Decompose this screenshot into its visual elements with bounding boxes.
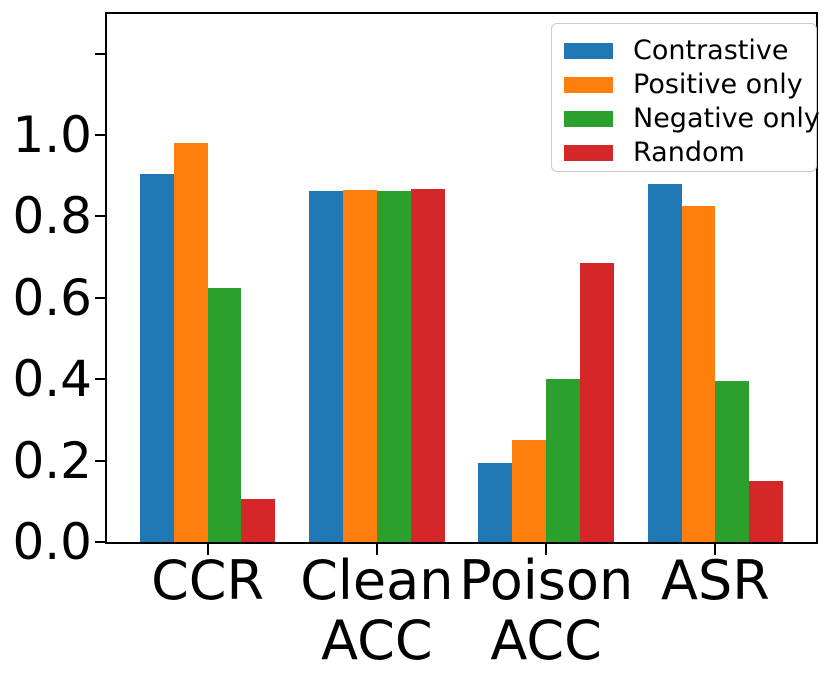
x-tick-label: CCR bbox=[151, 549, 265, 612]
bar-random bbox=[580, 263, 614, 542]
y-tick-label: 0.6 bbox=[12, 268, 92, 327]
bar-contrastive bbox=[647, 183, 682, 542]
legend-label: Negative only bbox=[633, 103, 820, 134]
y-tick-mark bbox=[95, 541, 105, 543]
bar-contrastive bbox=[478, 462, 513, 542]
y-tick-label: 0.2 bbox=[12, 431, 92, 490]
legend-label: Random bbox=[633, 137, 745, 168]
x-tick-label: ASR bbox=[661, 549, 770, 612]
legend-swatch-contrastive bbox=[564, 42, 613, 59]
x-tick-label: Clean ACC bbox=[300, 549, 454, 672]
bar-random bbox=[241, 499, 276, 542]
legend-swatch-negative-only bbox=[564, 110, 613, 127]
legend-row: Negative only bbox=[564, 103, 820, 134]
legend-row: Random bbox=[564, 137, 804, 168]
bar-positive-only bbox=[681, 206, 716, 542]
bar-random bbox=[749, 480, 784, 542]
legend: Contrastive Positive only Negative only Ran… bbox=[551, 23, 820, 172]
legend-swatch-random bbox=[564, 144, 613, 161]
x-tick-label: Poison ACC bbox=[459, 549, 634, 672]
y-tick-label: 1.0 bbox=[12, 106, 92, 165]
y-tick-label: 0.8 bbox=[12, 187, 92, 246]
x-tick-mark bbox=[206, 544, 209, 555]
bar-contrastive bbox=[139, 173, 174, 542]
x-tick-mark bbox=[545, 544, 548, 555]
y-tick-label: 0.4 bbox=[12, 350, 92, 409]
bar-random bbox=[410, 188, 445, 542]
legend-swatch-positive-only bbox=[564, 76, 613, 93]
legend-row: Contrastive bbox=[564, 35, 804, 66]
bar-negative-only bbox=[376, 191, 411, 542]
y-tick-mark bbox=[95, 52, 105, 55]
y-tick-mark bbox=[95, 378, 105, 381]
legend-label: Positive only bbox=[633, 69, 803, 100]
bar-positive-only bbox=[512, 440, 547, 542]
bar-negative-only bbox=[207, 287, 242, 542]
bar-negative-only bbox=[715, 381, 750, 542]
y-tick-mark bbox=[95, 459, 105, 462]
legend-row: Positive only bbox=[564, 69, 804, 100]
y-tick-mark bbox=[95, 134, 105, 137]
bar-positive-only bbox=[173, 143, 208, 542]
x-tick-mark bbox=[375, 544, 378, 555]
bar-positive-only bbox=[343, 189, 377, 542]
bar-negative-only bbox=[546, 379, 580, 542]
legend-label: Contrastive bbox=[633, 35, 789, 66]
x-tick-mark bbox=[714, 544, 717, 555]
y-tick-mark bbox=[95, 215, 105, 218]
y-tick-mark bbox=[95, 296, 105, 299]
bar-contrastive bbox=[309, 191, 343, 542]
y-tick-label: 0.0 bbox=[12, 513, 92, 571]
